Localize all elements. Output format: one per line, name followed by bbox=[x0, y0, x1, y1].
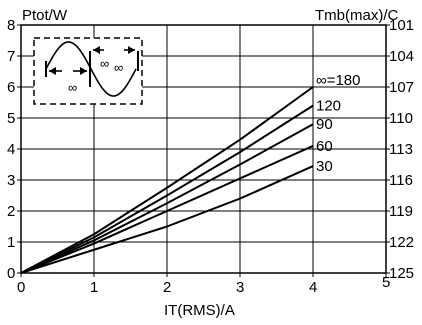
y2-tick-label: 107 bbox=[389, 79, 414, 96]
x-tick-label: 1 bbox=[90, 279, 98, 296]
labels: 0 1 2 3 4 5 0 1 2 3 4 5 6 7 8 125 122 119 116 113 110 107 104 1… bbox=[7, 17, 414, 296]
y-tick-label: 0 bbox=[7, 265, 15, 282]
y-tick-label: 2 bbox=[7, 203, 15, 220]
y2-tick-label: 119 bbox=[389, 203, 413, 220]
x-tick-label: 3 bbox=[236, 279, 244, 296]
inset-arrow-head bbox=[93, 46, 100, 54]
axes bbox=[17, 24, 390, 277]
inset-label: ∞ bbox=[114, 60, 123, 75]
y2-tick-label: 101 bbox=[389, 17, 414, 34]
y-tick-label: 1 bbox=[7, 234, 15, 251]
series-line bbox=[20, 86, 314, 274]
inset-label: ∞ bbox=[100, 56, 109, 71]
y-tick-label: 6 bbox=[7, 79, 15, 96]
y-tick-label: 8 bbox=[7, 17, 15, 34]
y2-axis-title: Tmb(max)/C bbox=[315, 7, 398, 24]
y2-tick-label: 113 bbox=[389, 141, 413, 158]
y2-tick-label: 122 bbox=[389, 234, 414, 251]
y2-tick-label: 125 bbox=[389, 265, 414, 282]
inset-label: ∞ bbox=[68, 80, 77, 95]
y-tick-label: 4 bbox=[7, 141, 15, 158]
series-line bbox=[20, 123, 314, 274]
y2-tick-label: 104 bbox=[389, 48, 414, 65]
inset-arrow-head bbox=[128, 46, 135, 54]
x-tick-label: 0 bbox=[17, 279, 25, 296]
y2-tick-label: 110 bbox=[389, 110, 413, 127]
series-label: 90 bbox=[316, 116, 333, 133]
inset-arrow-head bbox=[80, 67, 87, 75]
series-label: 120 bbox=[316, 98, 341, 115]
series-label: ∞=180 bbox=[316, 72, 360, 89]
series-label: 30 bbox=[316, 158, 333, 175]
x-tick-label: 5 bbox=[382, 274, 390, 291]
series-lines bbox=[20, 86, 314, 274]
inset-arrow-head bbox=[49, 67, 56, 75]
y-tick-label: 7 bbox=[7, 48, 15, 65]
y-tick-label: 3 bbox=[7, 172, 15, 189]
x-tick-label: 4 bbox=[309, 279, 317, 296]
y-tick-label: 5 bbox=[7, 110, 15, 127]
inset-border bbox=[33, 37, 143, 105]
x-tick-label: 2 bbox=[163, 279, 171, 296]
y-axis-title: Ptot/W bbox=[22, 7, 68, 24]
series-line bbox=[20, 144, 314, 274]
series-label: 60 bbox=[316, 138, 333, 155]
y2-tick-label: 116 bbox=[389, 172, 413, 189]
series-line bbox=[20, 165, 314, 274]
series-line bbox=[20, 104, 314, 274]
inset-diagram: ∞ ∞ ∞ bbox=[33, 37, 143, 105]
x-axis-title: IT(RMS)/A bbox=[164, 302, 235, 319]
